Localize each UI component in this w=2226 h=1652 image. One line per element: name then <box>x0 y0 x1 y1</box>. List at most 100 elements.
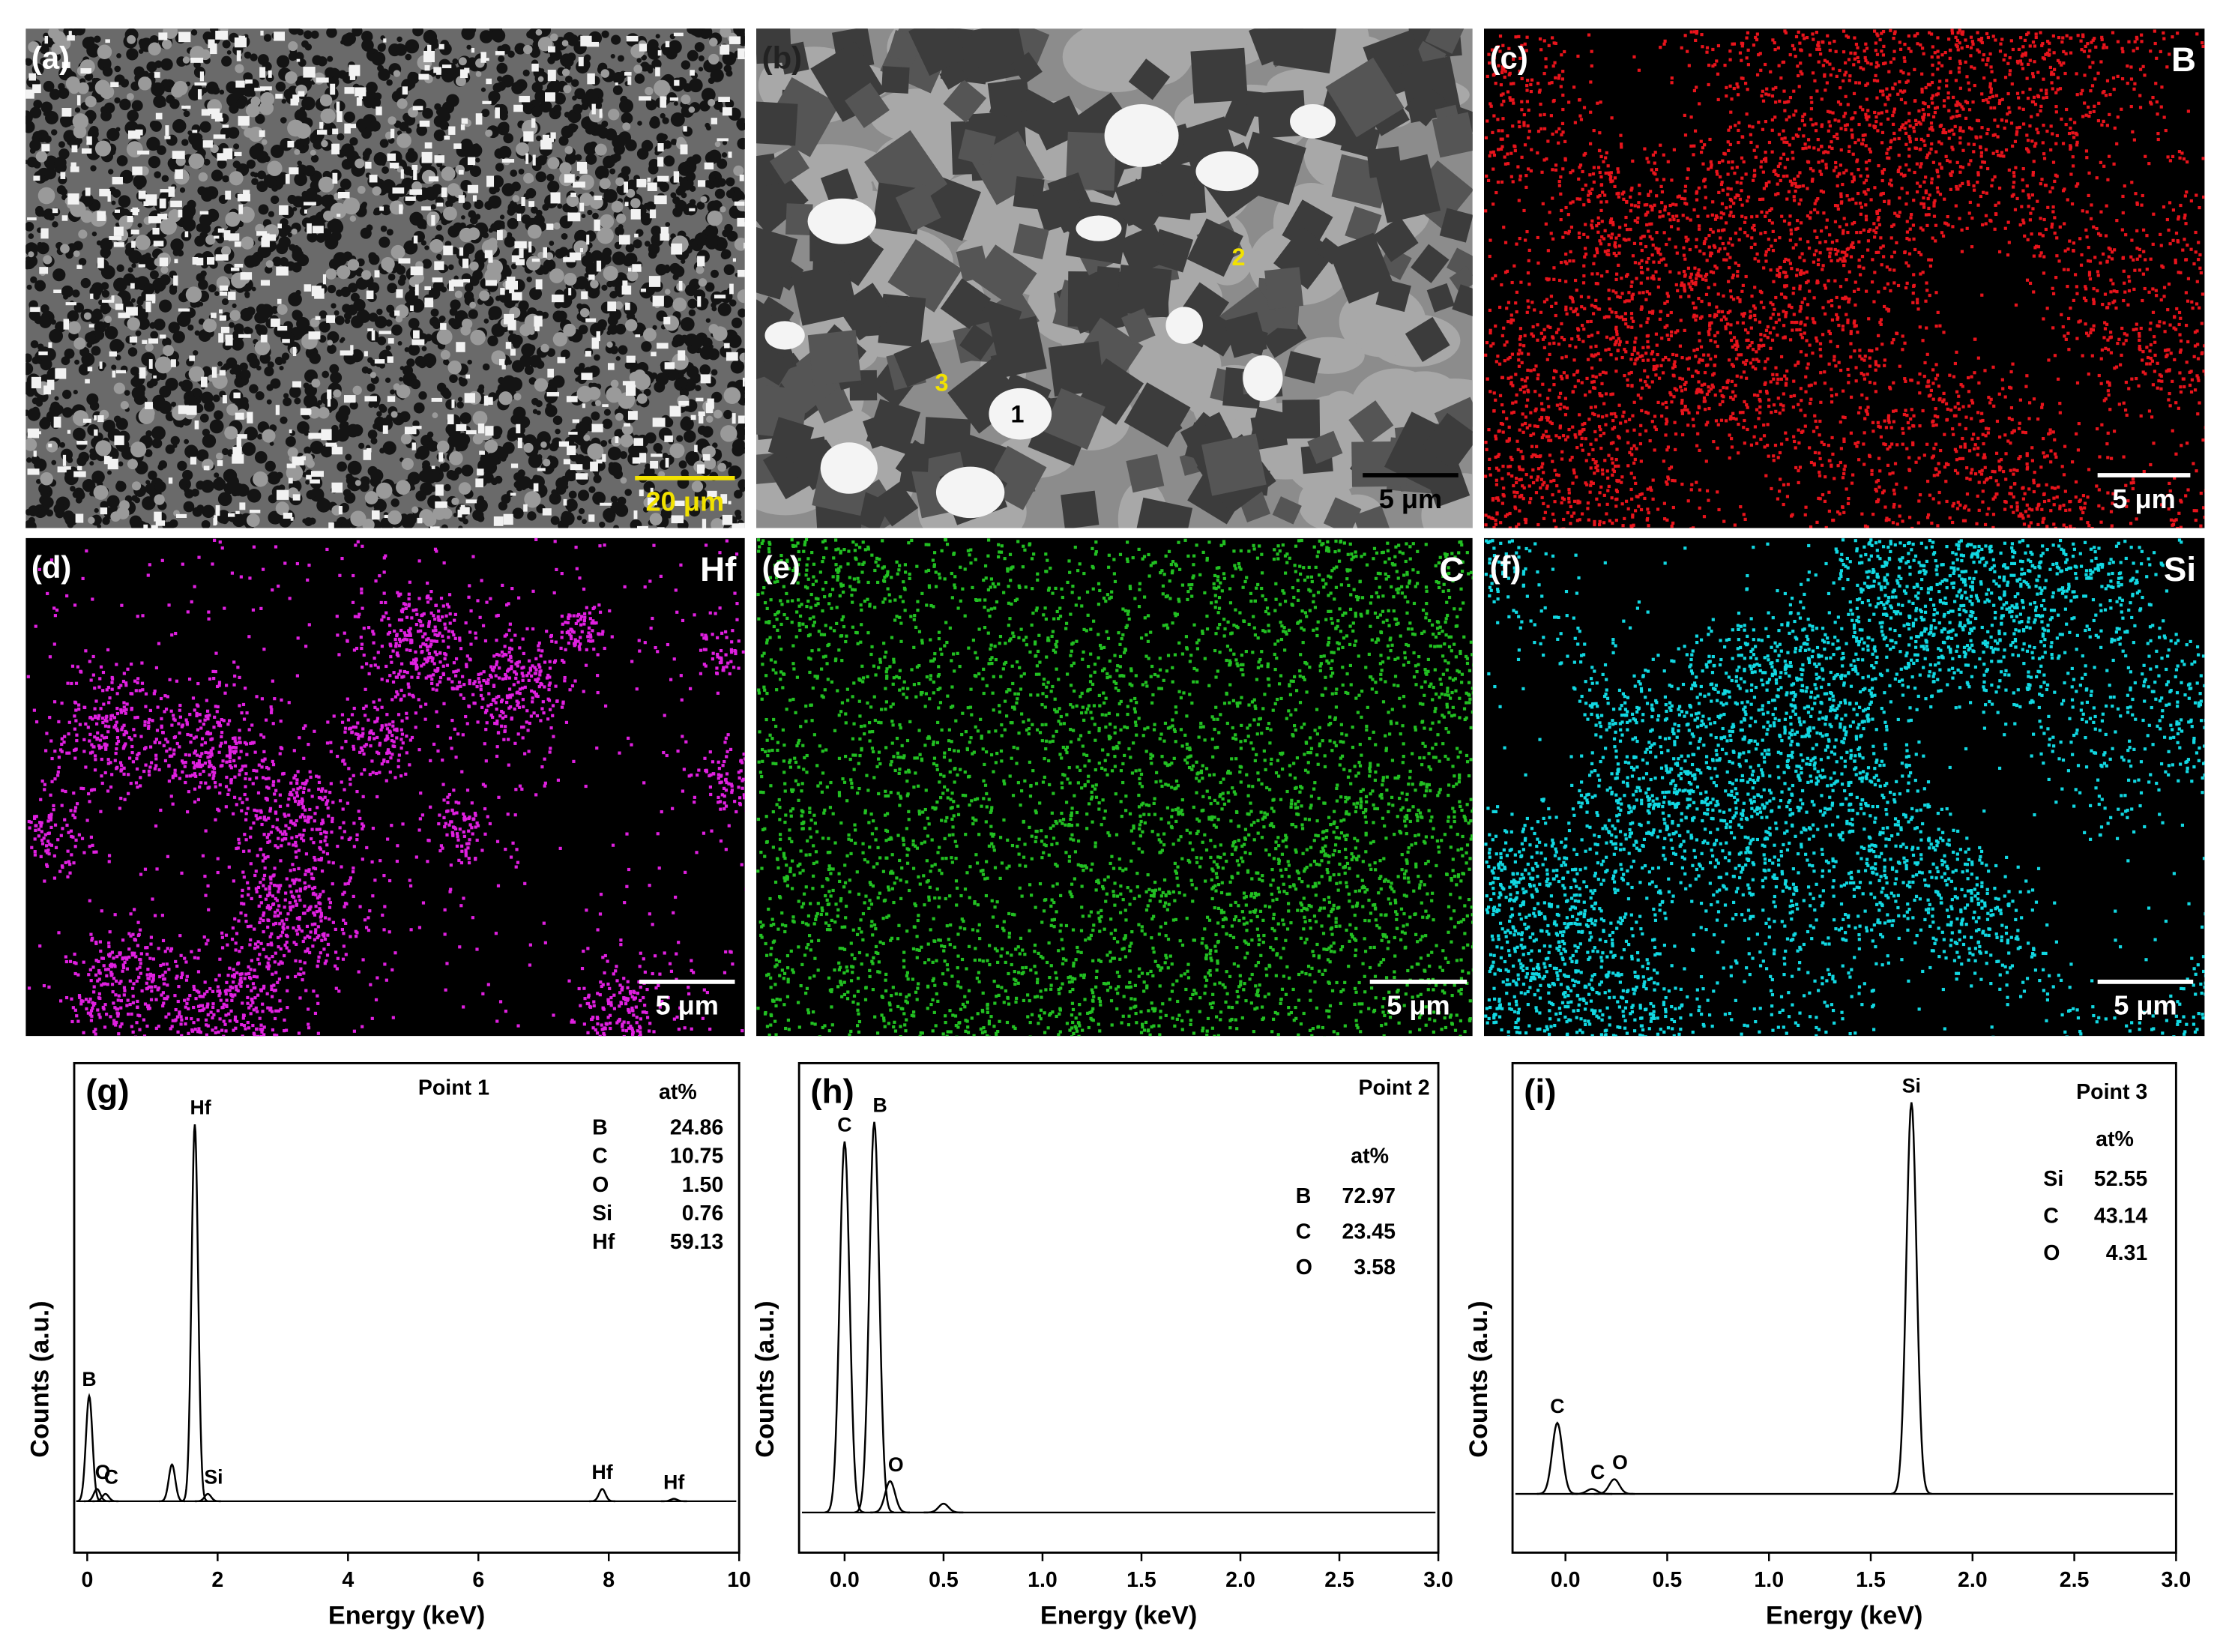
grain <box>292 346 297 357</box>
grain <box>336 101 340 112</box>
grain <box>585 318 597 322</box>
grain <box>615 323 627 335</box>
grain <box>289 167 299 175</box>
grain <box>669 406 681 417</box>
signal-dot <box>1878 37 1882 42</box>
grain <box>264 366 274 377</box>
grain <box>405 53 412 61</box>
grain <box>59 441 66 448</box>
signal-dot <box>1701 277 1705 281</box>
grain <box>687 298 698 309</box>
grain <box>557 203 563 209</box>
grain <box>608 109 620 121</box>
signal-dot <box>1576 379 1581 383</box>
grain <box>578 507 585 515</box>
grain <box>170 359 176 367</box>
grain <box>188 88 202 101</box>
signal-dot <box>2179 271 2183 274</box>
grain <box>540 139 552 150</box>
signal-dot <box>1835 74 1839 78</box>
grain <box>416 445 430 459</box>
signal-dot <box>1704 237 1708 241</box>
grain <box>303 202 316 206</box>
grain <box>552 415 563 426</box>
signal-dot <box>1585 376 1589 381</box>
grain <box>424 142 432 149</box>
signal-dot <box>1753 257 1757 261</box>
grain <box>651 372 658 379</box>
signal-dot <box>1776 382 1779 385</box>
grain <box>305 480 310 485</box>
grain <box>115 222 121 227</box>
signal-dot <box>1757 417 1761 420</box>
grain <box>215 452 223 460</box>
grain <box>226 49 232 55</box>
signal-dot <box>1604 156 1608 160</box>
grain <box>396 289 403 298</box>
grain <box>142 496 156 510</box>
grain <box>472 195 477 202</box>
grain <box>131 241 136 248</box>
grain <box>311 490 318 497</box>
signal-dot <box>1626 325 1630 329</box>
grain <box>324 231 330 237</box>
grain <box>217 492 232 507</box>
grain <box>255 391 265 401</box>
grain <box>722 51 737 66</box>
grain <box>450 299 461 310</box>
grain <box>304 165 316 177</box>
grain <box>688 78 703 93</box>
grain <box>100 265 115 280</box>
grain <box>547 368 554 378</box>
grain <box>726 190 735 199</box>
signal-dot <box>2112 289 2116 293</box>
grain <box>360 476 370 486</box>
grain <box>343 312 352 320</box>
grain <box>645 463 651 469</box>
grain <box>429 239 444 253</box>
signal-dot <box>1635 447 1638 450</box>
signal-dot <box>2015 133 2018 136</box>
signal-dot <box>1579 443 1583 447</box>
grain <box>226 403 238 416</box>
signal-dot <box>1993 227 1997 231</box>
grain <box>70 486 76 492</box>
grain <box>53 404 64 414</box>
grain <box>304 209 308 214</box>
grain <box>211 367 217 378</box>
signal-dot <box>1818 456 1822 461</box>
grain <box>287 194 297 204</box>
signal-dot <box>1759 437 1763 441</box>
grain <box>575 473 588 480</box>
signal-dot <box>1876 129 1880 133</box>
signal-dot <box>1723 247 1727 250</box>
grain <box>248 254 261 267</box>
grain <box>709 37 718 46</box>
grain <box>333 389 342 398</box>
signal-dot <box>1582 264 1586 268</box>
grain <box>145 402 153 409</box>
grain <box>596 331 601 342</box>
signal-dot <box>2176 526 2180 528</box>
grain <box>138 49 144 54</box>
signal-dot <box>1555 483 1559 488</box>
signal-dot <box>1601 415 1605 419</box>
signal-dot <box>1851 245 1856 250</box>
grain <box>552 375 565 388</box>
grain <box>462 518 468 525</box>
grain <box>639 43 648 52</box>
signal-dot <box>1819 371 1823 375</box>
grain <box>345 453 352 461</box>
grain <box>426 44 432 55</box>
signal-dot <box>1774 366 1778 370</box>
signal-dot <box>1491 130 1494 134</box>
grain <box>402 86 408 95</box>
grain <box>29 106 42 119</box>
signal-dot <box>1911 443 1915 447</box>
grain <box>1432 112 1473 158</box>
grain <box>322 274 327 285</box>
grain <box>486 78 492 85</box>
grain <box>488 254 493 263</box>
signal-dot <box>1805 36 1809 40</box>
grain <box>235 510 240 514</box>
